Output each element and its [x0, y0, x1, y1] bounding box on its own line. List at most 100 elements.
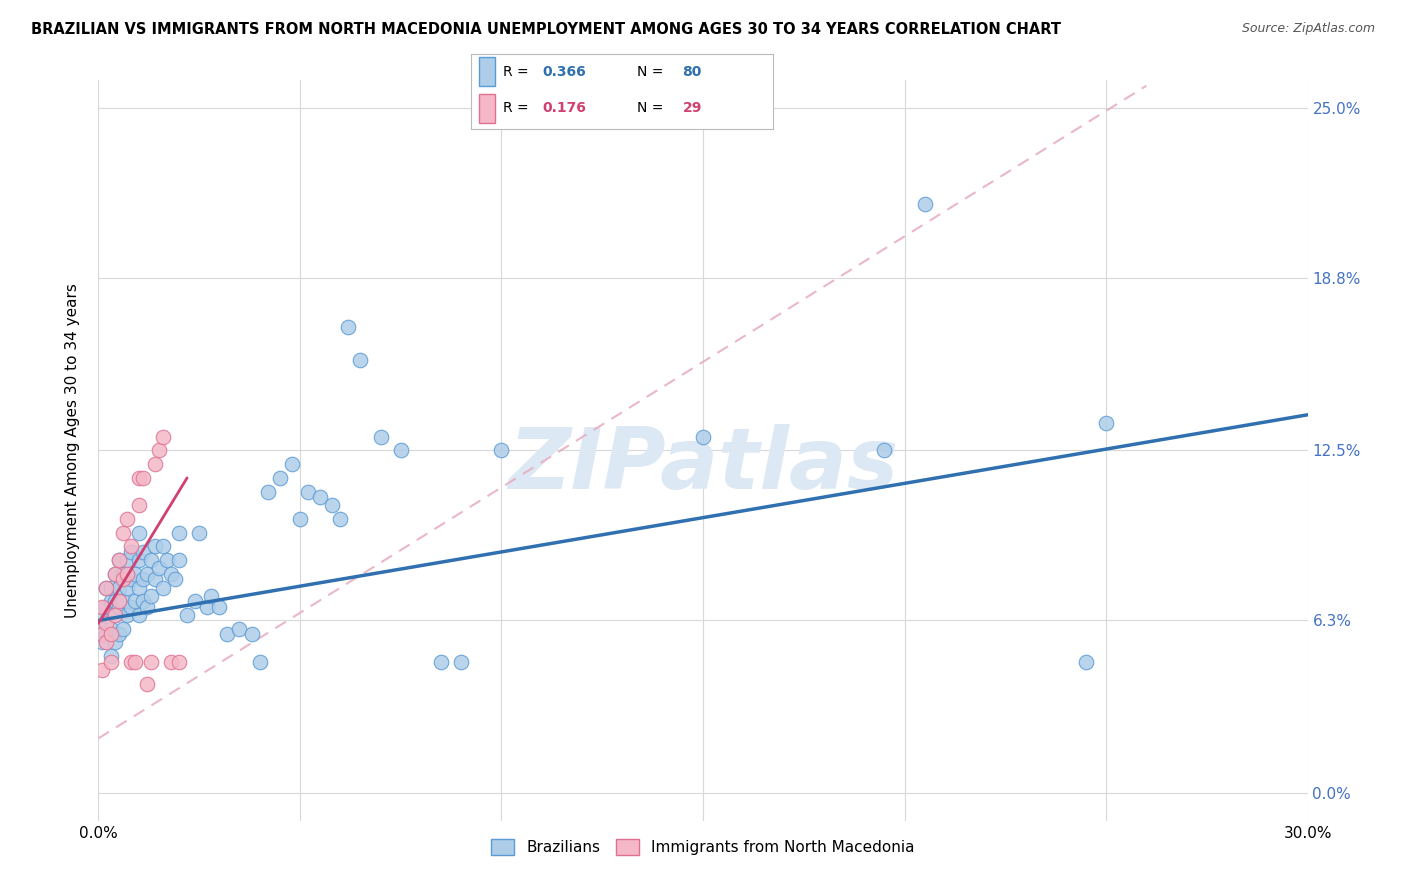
Point — [200, 589, 222, 603]
Point — [103, 607, 125, 622]
Point — [152, 430, 174, 444]
Text: R =: R = — [503, 65, 533, 78]
Text: ZIPatlas: ZIPatlas — [508, 424, 898, 507]
Point — [143, 572, 166, 586]
Point — [370, 430, 392, 444]
Point — [217, 627, 239, 641]
Point — [143, 540, 166, 554]
Point — [115, 512, 138, 526]
Point — [107, 594, 129, 608]
Point — [120, 545, 142, 559]
Point — [873, 443, 896, 458]
Point — [389, 443, 412, 458]
Point — [188, 525, 211, 540]
Point — [156, 553, 179, 567]
Point — [139, 553, 162, 567]
Point — [337, 320, 360, 334]
Point — [249, 655, 271, 669]
Point — [120, 599, 142, 614]
Point — [103, 594, 125, 608]
Point — [91, 627, 114, 641]
Point — [152, 540, 174, 554]
Point — [132, 594, 155, 608]
Point — [176, 607, 198, 622]
Point — [450, 655, 472, 669]
Text: 0.366: 0.366 — [543, 65, 586, 78]
Point — [195, 599, 218, 614]
Point — [115, 607, 138, 622]
Point — [107, 581, 129, 595]
Point — [132, 471, 155, 485]
Point — [329, 512, 352, 526]
Point — [111, 572, 134, 586]
Point — [430, 655, 453, 669]
Point — [281, 457, 304, 471]
Point — [208, 599, 231, 614]
Point — [297, 484, 319, 499]
Point — [91, 622, 114, 636]
Point — [91, 599, 114, 614]
Point — [111, 594, 134, 608]
Point — [1095, 416, 1118, 430]
Point — [309, 490, 332, 504]
Point — [128, 525, 150, 540]
Bar — [478, 57, 495, 87]
Point — [128, 498, 150, 512]
Point — [148, 443, 170, 458]
Point — [115, 581, 138, 595]
Point — [240, 627, 263, 641]
Point — [124, 566, 146, 581]
Point — [128, 607, 150, 622]
Point — [100, 594, 122, 608]
Point — [167, 655, 190, 669]
Point — [103, 607, 125, 622]
Point — [111, 525, 134, 540]
Point — [128, 581, 150, 595]
Point — [100, 622, 122, 636]
Point — [120, 540, 142, 554]
Point — [139, 655, 162, 669]
Point — [111, 622, 134, 636]
Point — [124, 594, 146, 608]
Point — [135, 599, 157, 614]
Point — [160, 566, 183, 581]
Point — [91, 663, 114, 677]
Point — [288, 512, 311, 526]
Point — [100, 581, 122, 595]
Point — [100, 649, 122, 664]
Text: 80: 80 — [683, 65, 702, 78]
Point — [103, 566, 125, 581]
Point — [103, 635, 125, 649]
Point — [491, 443, 513, 458]
Point — [91, 635, 114, 649]
Point — [107, 627, 129, 641]
Point — [139, 589, 162, 603]
Point — [228, 622, 250, 636]
Bar — [478, 94, 495, 122]
Point — [96, 581, 118, 595]
Point — [115, 566, 138, 581]
Point — [103, 566, 125, 581]
Point — [128, 471, 150, 485]
Point — [120, 655, 142, 669]
Point — [96, 627, 118, 641]
Point — [96, 599, 118, 614]
Point — [124, 655, 146, 669]
Text: 0.176: 0.176 — [543, 101, 586, 115]
Point — [115, 553, 138, 567]
Text: R =: R = — [503, 101, 533, 115]
Point — [91, 607, 114, 622]
Point — [143, 457, 166, 471]
Point — [100, 655, 122, 669]
Point — [107, 599, 129, 614]
Point — [135, 566, 157, 581]
Point — [914, 196, 936, 211]
Point — [167, 525, 190, 540]
Point — [132, 545, 155, 559]
Legend: Brazilians, Immigrants from North Macedonia: Brazilians, Immigrants from North Macedo… — [485, 833, 921, 861]
Point — [107, 553, 129, 567]
Point — [160, 655, 183, 669]
Point — [107, 553, 129, 567]
Text: 29: 29 — [683, 101, 702, 115]
Point — [132, 572, 155, 586]
